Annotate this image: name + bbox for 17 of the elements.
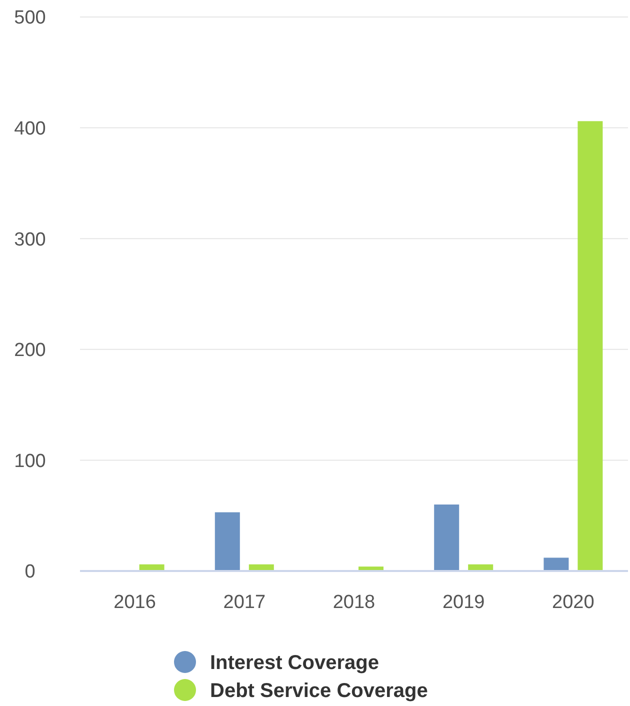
- x-tick-label: 2017: [223, 592, 266, 613]
- x-tick-label: 2020: [552, 592, 594, 613]
- legend-label: Debt Service Coverage: [210, 680, 428, 702]
- legend-label: Interest Coverage: [210, 652, 379, 674]
- y-tick-label: 100: [14, 450, 46, 472]
- bar: [578, 121, 603, 571]
- y-tick-label: 300: [14, 229, 46, 250]
- y-tick-label: 500: [14, 8, 46, 29]
- y-tick-label: 200: [14, 340, 46, 362]
- bar: [434, 504, 460, 571]
- x-tick-label: 2016: [114, 592, 156, 613]
- bar: [544, 558, 569, 571]
- y-tick-label: 400: [14, 118, 46, 140]
- y-tick-label: 0: [24, 562, 36, 583]
- bar: [214, 512, 240, 571]
- x-tick-label: 2018: [332, 592, 376, 613]
- x-tick-label: 2019: [442, 592, 485, 613]
